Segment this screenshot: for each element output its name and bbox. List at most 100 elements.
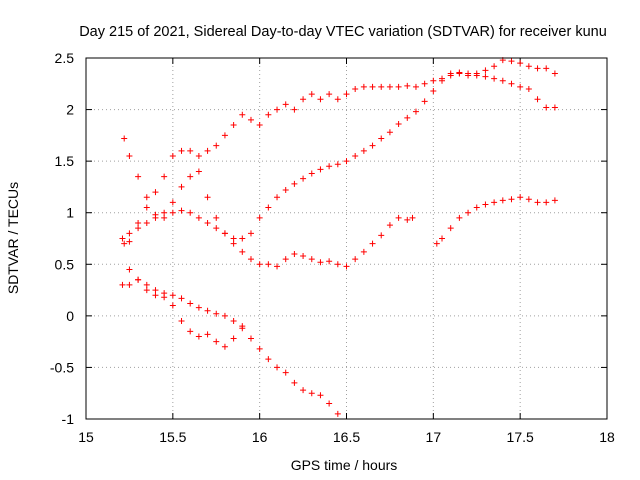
data-point: [291, 379, 298, 386]
data-point: [161, 209, 168, 216]
series-arc-2: [121, 57, 558, 247]
chart-title: Day 215 of 2021, Sidereal Day-to-day VTE…: [79, 24, 607, 40]
x-tick-label: 16.5: [333, 429, 360, 445]
data-point: [386, 129, 393, 136]
data-point: [308, 91, 315, 98]
data-point: [326, 163, 333, 170]
data-point: [230, 318, 237, 325]
data-point: [491, 63, 498, 70]
y-tick-label: 0: [66, 308, 74, 324]
data-point: [352, 152, 359, 159]
data-point: [360, 83, 367, 90]
data-point: [187, 300, 194, 307]
data-point: [187, 328, 194, 335]
data-point: [195, 168, 202, 175]
data-point: [534, 199, 541, 206]
data-point: [256, 122, 263, 129]
data-point: [247, 230, 254, 237]
series-arc-3: [121, 135, 416, 270]
data-point: [291, 106, 298, 113]
data-point: [195, 304, 202, 311]
data-point: [239, 323, 246, 330]
data-point: [517, 60, 524, 67]
data-point: [386, 222, 393, 229]
y-axis-label: SDTVAR / TECUs: [5, 182, 21, 294]
data-point: [404, 216, 411, 223]
data-point: [204, 194, 211, 201]
data-point: [291, 250, 298, 257]
data-point: [473, 70, 480, 77]
data-point: [256, 345, 263, 352]
data-point: [256, 261, 263, 268]
data-point: [282, 101, 289, 108]
data-point: [395, 214, 402, 221]
data-point: [543, 65, 550, 72]
data-point: [343, 263, 350, 270]
data-point: [508, 80, 515, 87]
data-point: [213, 338, 220, 345]
data-point: [126, 266, 133, 273]
data-point: [395, 121, 402, 128]
data-point: [169, 302, 176, 309]
data-point: [308, 390, 315, 397]
data-point: [213, 214, 220, 221]
data-point: [386, 83, 393, 90]
data-point: [482, 67, 489, 74]
data-point: [265, 204, 272, 211]
data-point: [126, 152, 133, 159]
data-point: [456, 214, 463, 221]
data-point: [447, 225, 454, 232]
data-point: [499, 77, 506, 84]
data-point: [334, 410, 341, 417]
data-point: [274, 263, 281, 270]
data-point: [291, 180, 298, 187]
data-point: [282, 187, 289, 194]
data-point: [300, 175, 307, 182]
data-point: [143, 204, 150, 211]
data-point: [204, 331, 211, 338]
data-point: [551, 197, 558, 204]
data-point: [274, 364, 281, 371]
data-point: [482, 201, 489, 208]
data-point: [369, 83, 376, 90]
data-point: [334, 96, 341, 103]
data-point: [430, 88, 437, 95]
data-point: [404, 82, 411, 89]
data-point: [126, 238, 133, 245]
data-point: [204, 220, 211, 227]
data-point: [534, 65, 541, 72]
data-point: [221, 312, 228, 319]
data-point: [135, 225, 142, 232]
y-tick-label: 0.5: [55, 256, 75, 272]
data-point: [473, 204, 480, 211]
data-point: [404, 114, 411, 121]
x-tick-label: 15.5: [159, 429, 186, 445]
data-point: [187, 209, 194, 216]
data-point: [178, 295, 185, 302]
data-point: [143, 287, 150, 294]
data-point: [247, 335, 254, 342]
data-point: [213, 142, 220, 149]
data-point: [265, 111, 272, 118]
y-tick-label: 1: [66, 205, 74, 221]
data-point: [239, 235, 246, 242]
data-point: [274, 194, 281, 201]
data-point: [308, 170, 315, 177]
data-point: [204, 147, 211, 154]
data-point: [213, 225, 220, 232]
data-point: [195, 152, 202, 159]
x-tick-label: 16: [252, 429, 268, 445]
x-axis-label: GPS time / hours: [291, 457, 398, 473]
data-point: [274, 106, 281, 113]
data-point: [551, 104, 558, 111]
data-point: [360, 147, 367, 154]
data-point: [317, 96, 324, 103]
data-point: [421, 80, 428, 87]
data-point: [543, 104, 550, 111]
data-point: [230, 240, 237, 247]
data-point: [135, 173, 142, 180]
data-point: [121, 240, 128, 247]
data-point: [152, 189, 159, 196]
data-point: [143, 220, 150, 227]
